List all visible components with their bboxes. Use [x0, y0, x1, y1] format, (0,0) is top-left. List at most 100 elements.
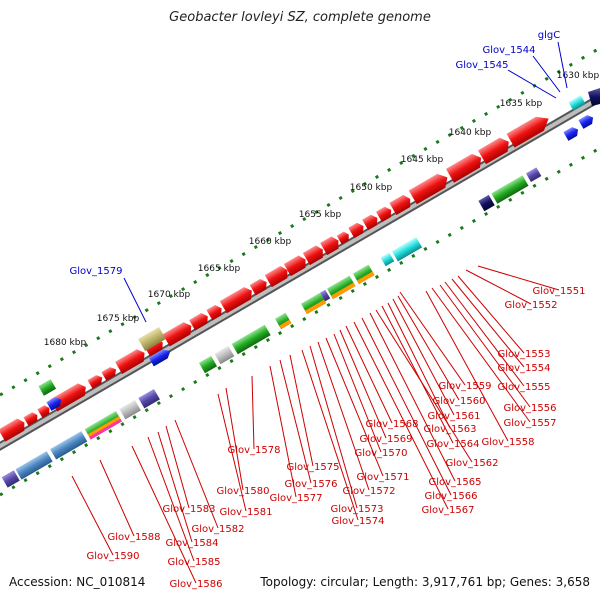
inner-leader-line — [325, 337, 384, 477]
inner-gene-label: Glov_1575 — [286, 462, 339, 473]
inner-gene-label: Glov_1555 — [497, 382, 550, 393]
gene-feature — [283, 255, 306, 277]
inner-gene-label: Glov_1564 — [426, 439, 479, 450]
inner-gene-label: Glov_1588 — [107, 532, 160, 543]
gene-feature — [445, 153, 482, 183]
inner-leader-line — [99, 459, 135, 537]
gene-feature — [206, 305, 222, 321]
inner-leader-line — [439, 284, 531, 408]
inner-gene-label: Glov_1580 — [216, 486, 269, 497]
inner-leader-line — [399, 291, 466, 386]
tick-label: 1650 kbp — [350, 183, 393, 193]
inner-gene-label: Glov_1571 — [356, 472, 409, 483]
gene-feature — [389, 194, 411, 215]
inner-gene-label: Glov_1582 — [191, 524, 244, 535]
tick-label: 1640 kbp — [449, 128, 492, 138]
inner-leader-line — [174, 419, 219, 529]
tick-label: 1660 kbp — [249, 237, 292, 247]
tick-label: 1635 kbp — [500, 99, 543, 109]
gene-feature — [115, 349, 145, 374]
inner-leader-line — [387, 302, 451, 429]
inner-leader-line — [251, 375, 255, 450]
inner-gene-label: Glov_1557 — [503, 418, 556, 429]
inner-gene-labels: Glov_1551 Glov_1552 Glov_1553 Glov_1554 Glov… — [86, 286, 585, 590]
inner-leader-line — [425, 290, 509, 442]
inner-gene-label: Glov_1578 — [227, 445, 280, 456]
inner-gene-label: Glov_1556 — [503, 403, 556, 414]
tick-label: 1675 kbp — [97, 314, 140, 324]
outer-leader-line — [557, 41, 568, 89]
gene-feature — [302, 245, 323, 266]
inner-gene-label: Glov_1554 — [497, 363, 550, 374]
outer-leader-line — [532, 55, 561, 93]
inner-leader-line — [289, 354, 314, 467]
gene-feature — [477, 137, 509, 165]
gene-feature — [162, 322, 192, 347]
outer-gene-label: Glov_1545 — [455, 60, 508, 71]
inner-leader-line — [345, 325, 393, 424]
inner-leader-line — [131, 445, 197, 584]
inner-gene-label: Glov_1565 — [428, 477, 481, 488]
tick-label: 1670 kbp — [148, 290, 191, 300]
outer-gene-label: Glov_1579 — [69, 266, 122, 277]
gene-feature — [87, 375, 103, 389]
inner-gene-label: Glov_1568 — [365, 419, 418, 430]
inner-gene-label: Glov_1573 — [330, 504, 383, 515]
inner-gene-label: Glov_1558 — [481, 437, 534, 448]
gene-feature — [37, 405, 50, 418]
map-title: Geobacter lovleyi SZ, complete genome — [169, 10, 431, 25]
gene-feature — [336, 231, 349, 245]
gene-feature — [23, 412, 38, 426]
inner-leader-line — [397, 295, 460, 401]
label-leader-lines — [71, 41, 568, 584]
inner-gene-label: Glov_1560 — [432, 396, 485, 407]
inner-leader-line — [465, 269, 532, 305]
gene-feature — [506, 116, 549, 148]
gene-feature — [362, 214, 378, 231]
accession-text: Accession: NC_010814 — [9, 575, 146, 589]
outer-leader-line — [507, 69, 557, 99]
gene-feature — [101, 367, 117, 381]
inner-leader-line — [301, 349, 359, 521]
inner-leader-line — [71, 475, 114, 556]
outer-leader-line — [123, 277, 147, 323]
inner-leader-line — [339, 329, 387, 439]
inner-leader-line — [375, 309, 473, 463]
inner-gene-label: Glov_1551 — [532, 286, 585, 297]
gene-feature — [219, 287, 252, 314]
inner-leader-line — [279, 359, 312, 484]
gene-feature — [264, 266, 288, 288]
gene-feature — [249, 278, 267, 296]
inner-leader-line — [444, 281, 525, 387]
tick-label: 1630 kbp — [557, 71, 600, 81]
inner-leader-line — [451, 278, 525, 368]
gene-feature — [376, 206, 392, 223]
inner-gene-label: Glov_1585 — [167, 557, 220, 568]
inner-gene-label: Glov_1583 — [162, 504, 215, 515]
reverse-strand-genes — [1, 167, 542, 488]
inner-gene-label: Glov_1566 — [424, 491, 477, 502]
inner-leader-line — [309, 345, 358, 509]
forward-strand-genes — [0, 116, 549, 442]
outer-gene-label: Glov_1544 — [482, 45, 535, 56]
tick-label: 1655 kbp — [299, 210, 342, 220]
inner-gene-label: Glov_1553 — [497, 349, 550, 360]
inner-leader-line — [381, 305, 454, 444]
tick-label: 1680 kbp — [44, 338, 87, 348]
inner-leader-line — [333, 333, 382, 453]
tick-label: 1645 kbp — [401, 155, 444, 165]
tick-label: 1665 kbp — [198, 264, 241, 274]
inner-leader-line — [317, 341, 370, 491]
inner-leader-line — [457, 275, 525, 354]
gene-feature — [189, 313, 208, 331]
inner-leader-line — [217, 393, 247, 512]
inner-gene-label: Glov_1563 — [423, 424, 476, 435]
inner-leader-line — [225, 387, 244, 491]
inner-leader-line — [361, 317, 452, 496]
inner-gene-label: Glov_1590 — [86, 551, 139, 562]
scale-ticks: 1630 kbp 1635 kbp 1640 kbp 1645 kbp 1650 kbp… — [44, 71, 600, 348]
inner-gene-label: Glov_1561 — [427, 411, 480, 422]
gene-feature — [320, 236, 339, 256]
outer-track-genes — [38, 88, 600, 411]
inner-leader-line — [147, 436, 195, 562]
